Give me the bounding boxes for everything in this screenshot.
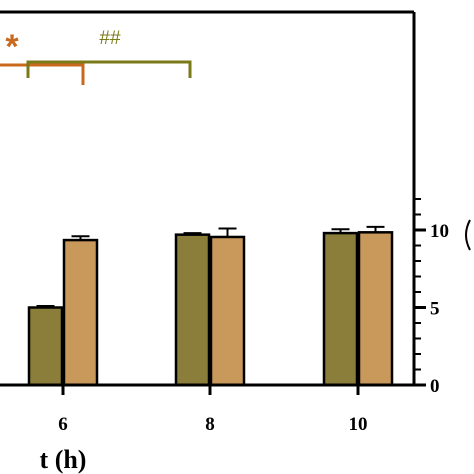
labels-group: 6 8 10 0 5 10 t (h)	[40, 219, 471, 474]
x-axis-title: t (h)	[40, 445, 87, 474]
x-tick-label-8: 8	[205, 414, 215, 435]
significance-star: *	[5, 28, 19, 66]
right-tick-label-10: 10	[430, 221, 449, 242]
bar-s2-8	[209, 235, 246, 387]
bars-group	[27, 225, 394, 387]
bar-s1-6	[27, 306, 64, 387]
x-tick-label-10: 10	[349, 414, 368, 435]
bar-s2-6	[62, 238, 99, 387]
significance-hash: ##	[99, 28, 121, 49]
bar-s1-8	[174, 233, 211, 387]
bar-s2-10	[357, 231, 394, 387]
right-tick-label-5: 5	[430, 299, 440, 320]
significance-bracket-orange	[0, 63, 85, 85]
bar-s1-10	[322, 231, 359, 387]
significance-bracket-olive	[26, 60, 192, 78]
right-tick-label-0: 0	[430, 376, 440, 397]
x-tick-label-6: 6	[58, 414, 68, 435]
annotations-group: * ##	[0, 28, 192, 85]
axes-group	[0, 10, 426, 395]
right-axis-title-fragment	[465, 219, 471, 251]
